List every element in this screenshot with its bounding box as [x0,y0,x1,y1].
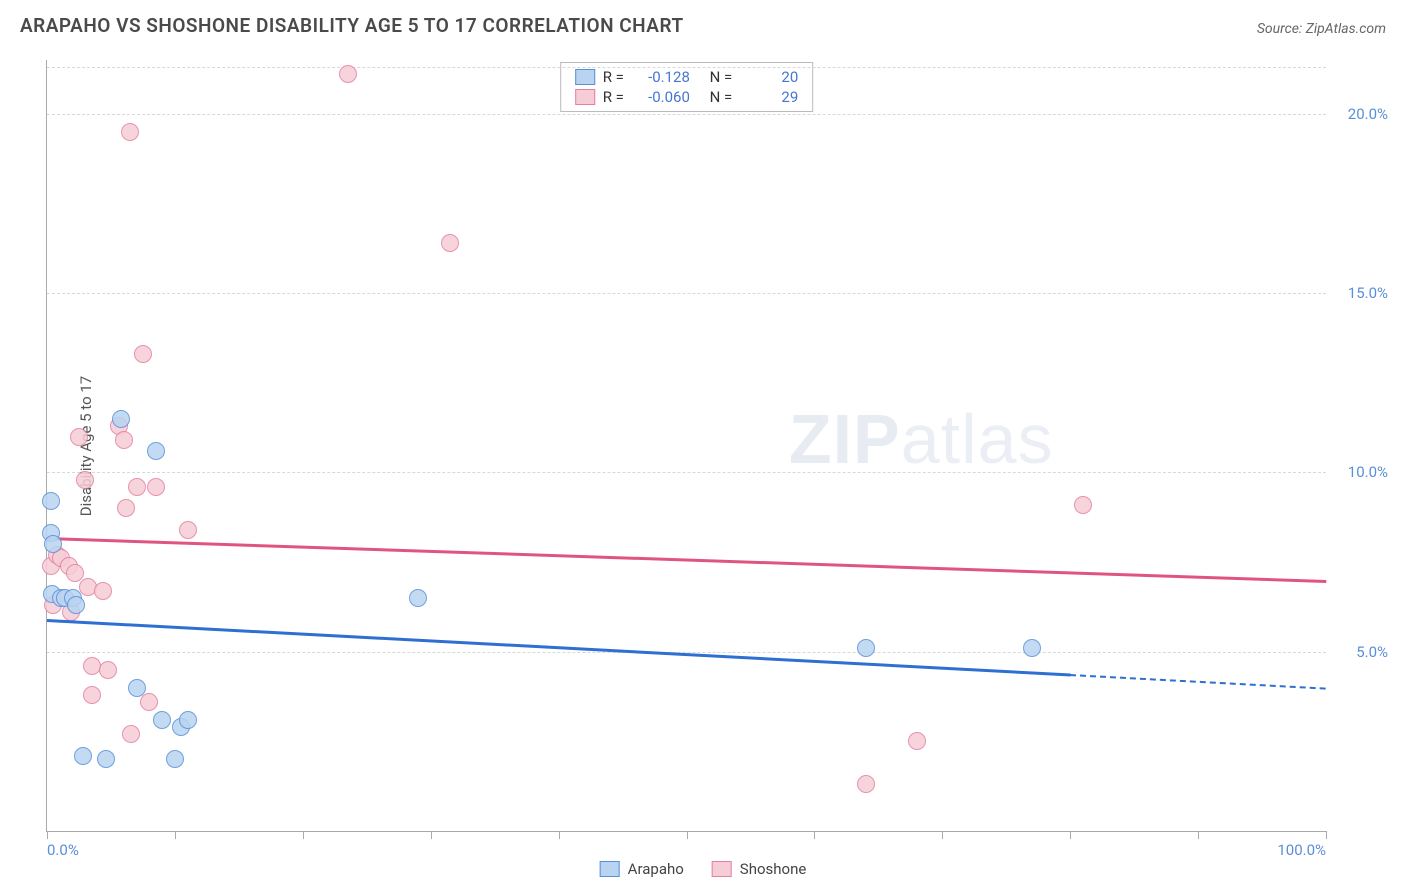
shoshone-point [83,657,101,675]
x-tick-label: 0.0% [47,841,79,859]
arapaho-point [409,589,427,607]
shoshone-point [122,725,140,743]
shoshone-swatch-icon [712,861,732,877]
shoshone-point [115,431,133,449]
shoshone-point [147,478,165,496]
watermark: ZIPatlas [789,399,1054,479]
chart-title: ARAPAHO VS SHOSHONE DISABILITY AGE 5 TO … [20,14,684,37]
correlation-row-arapaho: R = -0.128 N = 20 [575,67,799,87]
arapaho-point [179,711,197,729]
arapaho-point [1023,639,1041,657]
watermark-rest: atlas [901,400,1054,478]
shoshone-point [83,686,101,704]
source-attribution: Source: ZipAtlas.com [1257,21,1386,37]
shoshone-point [179,521,197,539]
x-tick-label: 100.0% [1277,841,1326,859]
x-tick [431,831,432,839]
arapaho-point [128,679,146,697]
shoshone-r-value: -0.060 [632,88,690,106]
y-tick-label: 5.0% [1356,643,1388,661]
series-legend: Arapaho Shoshone [600,860,807,878]
y-tick-label: 15.0% [1348,284,1388,302]
shoshone-point [94,582,112,600]
y-tick-label: 10.0% [1348,463,1388,481]
x-tick [47,831,48,839]
shoshone-point [441,234,459,252]
correlation-legend: R = -0.128 N = 20 R = -0.060 N = 29 [560,62,814,112]
shoshone-point [99,661,117,679]
source-label: Source: [1257,21,1302,37]
x-tick [1198,831,1199,839]
shoshone-trendline [47,537,1326,583]
x-tick [303,831,304,839]
r-label: R = [603,88,624,106]
arapaho-point [67,596,85,614]
legend-item-shoshone: Shoshone [712,860,807,878]
arapaho-point [44,535,62,553]
watermark-bold: ZIP [789,400,901,478]
shoshone-point [140,693,158,711]
x-tick [559,831,560,839]
gridline [47,114,1326,115]
correlation-row-shoshone: R = -0.060 N = 29 [575,87,799,107]
arapaho-r-value: -0.128 [632,68,690,86]
x-tick [687,831,688,839]
shoshone-point [339,65,357,83]
shoshone-point [70,428,88,446]
shoshone-point [76,471,94,489]
arapaho-point [147,442,165,460]
y-tick-label: 20.0% [1348,105,1388,123]
legend-item-arapaho: Arapaho [600,860,684,878]
arapaho-trendline [47,619,1070,676]
gridline [47,472,1326,473]
shoshone-label: Shoshone [740,860,807,878]
source-name: ZipAtlas.com [1306,21,1386,37]
chart-area: Disability Age 5 to 17 ZIPatlas R = -0.1… [46,60,1326,832]
shoshone-point [857,775,875,793]
arapaho-point [112,410,130,428]
arapaho-point [857,639,875,657]
x-tick [1070,831,1071,839]
shoshone-point [134,345,152,363]
shoshone-point [117,499,135,517]
r-label: R = [603,68,624,86]
gridline [47,67,1326,68]
x-tick [1326,831,1327,839]
arapaho-point [42,492,60,510]
shoshone-point [121,123,139,141]
arapaho-swatch-icon [575,69,595,85]
arapaho-swatch-icon [600,861,620,877]
plot-region: ZIPatlas R = -0.128 N = 20 R = -0.060 N … [46,60,1326,832]
shoshone-point [128,478,146,496]
arapaho-point [97,750,115,768]
n-label: N = [710,88,733,106]
shoshone-n-value: 29 [740,88,798,106]
shoshone-point [1074,496,1092,514]
arapaho-n-value: 20 [740,68,798,86]
gridline [47,293,1326,294]
arapaho-point [166,750,184,768]
shoshone-swatch-icon [575,89,595,105]
arapaho-label: Arapaho [628,860,684,878]
arapaho-trendline [1070,674,1326,690]
n-label: N = [710,68,733,86]
x-tick [814,831,815,839]
x-tick [175,831,176,839]
x-tick [942,831,943,839]
arapaho-point [74,747,92,765]
arapaho-point [153,711,171,729]
shoshone-point [908,732,926,750]
